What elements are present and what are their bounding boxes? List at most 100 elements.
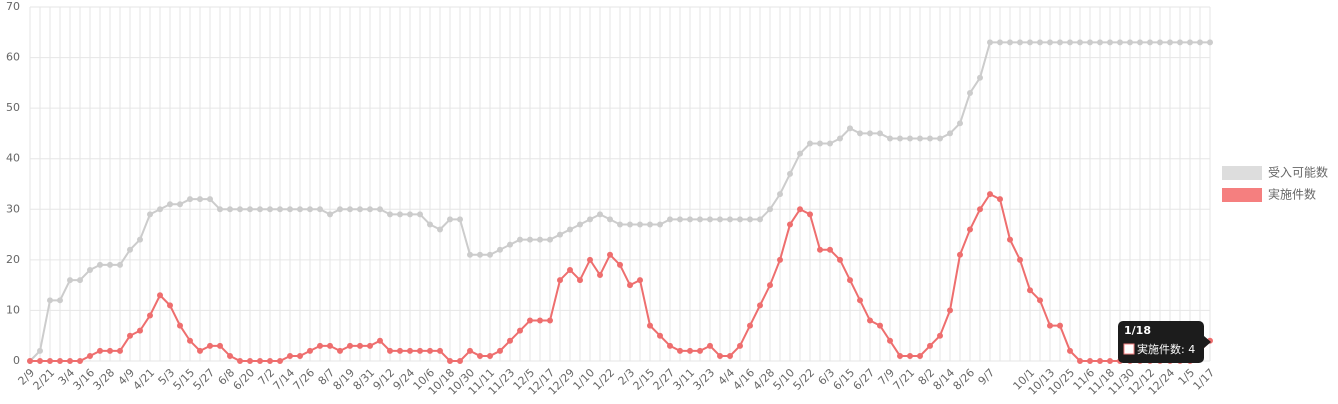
point bbox=[197, 196, 203, 203]
point bbox=[597, 211, 603, 218]
point bbox=[397, 347, 403, 354]
y-tick-label: 30 bbox=[6, 202, 20, 215]
point bbox=[347, 342, 353, 349]
point bbox=[797, 206, 803, 213]
point bbox=[757, 216, 763, 223]
point bbox=[957, 120, 963, 127]
point bbox=[977, 74, 983, 81]
x-tick-label: 5/15 bbox=[171, 366, 198, 393]
x-tick-label: 5/22 bbox=[791, 366, 818, 393]
point bbox=[917, 135, 923, 142]
point bbox=[1147, 39, 1153, 46]
point bbox=[87, 352, 93, 359]
point bbox=[407, 211, 413, 218]
x-tick-label: 3/11 bbox=[671, 366, 698, 393]
x-tick-label: 1/22 bbox=[591, 366, 618, 393]
point bbox=[867, 317, 873, 324]
point bbox=[297, 206, 303, 213]
point bbox=[607, 216, 613, 223]
point bbox=[727, 216, 733, 223]
point bbox=[947, 130, 953, 137]
point bbox=[1057, 39, 1063, 46]
point bbox=[987, 191, 993, 198]
point bbox=[107, 347, 113, 354]
point bbox=[647, 221, 653, 228]
point bbox=[1197, 39, 1203, 46]
point bbox=[1107, 358, 1113, 364]
point bbox=[197, 347, 203, 354]
x-tick-label: 9/24 bbox=[391, 366, 418, 393]
point bbox=[187, 337, 193, 344]
point bbox=[937, 135, 943, 142]
tooltip-text: 実施件数: 4 bbox=[1137, 342, 1195, 356]
y-tick-label: 20 bbox=[6, 253, 20, 266]
point bbox=[807, 140, 813, 147]
point bbox=[1017, 39, 1023, 46]
x-tick-label: 2/15 bbox=[631, 366, 658, 393]
point bbox=[87, 266, 93, 273]
x-tick-label: 3/28 bbox=[91, 366, 118, 393]
point bbox=[117, 261, 123, 268]
point bbox=[817, 246, 823, 253]
point bbox=[287, 206, 293, 213]
point bbox=[1177, 39, 1183, 46]
point bbox=[717, 216, 723, 223]
point bbox=[287, 352, 293, 359]
point bbox=[237, 206, 243, 213]
point bbox=[437, 347, 443, 354]
point bbox=[167, 201, 173, 208]
point bbox=[267, 358, 273, 364]
x-tick-label: 9/7 bbox=[976, 366, 998, 388]
point bbox=[77, 277, 83, 284]
legend-label: 実施件数 bbox=[1268, 187, 1316, 202]
point bbox=[187, 196, 193, 203]
point bbox=[1077, 358, 1083, 364]
point bbox=[847, 125, 853, 132]
point bbox=[37, 347, 43, 354]
point bbox=[657, 221, 663, 228]
point bbox=[457, 358, 463, 364]
point bbox=[747, 322, 753, 329]
point bbox=[257, 206, 263, 213]
point bbox=[1087, 39, 1093, 46]
point bbox=[747, 216, 753, 223]
point bbox=[757, 302, 763, 309]
point bbox=[447, 358, 453, 364]
point bbox=[247, 206, 253, 213]
point bbox=[417, 347, 423, 354]
point bbox=[867, 130, 873, 137]
point bbox=[527, 317, 533, 324]
x-tick-label: 8/19 bbox=[331, 366, 358, 393]
point bbox=[57, 358, 63, 364]
legend-label: 受入可能数 bbox=[1268, 165, 1328, 180]
point bbox=[97, 261, 103, 268]
tooltip: 1/18 実施件数: 4 bbox=[1118, 321, 1211, 363]
point bbox=[507, 337, 513, 344]
point bbox=[887, 337, 893, 344]
point bbox=[1017, 256, 1023, 263]
point bbox=[997, 196, 1003, 203]
grid bbox=[29, 6, 1211, 362]
point bbox=[487, 352, 493, 359]
x-tick-label: 7/14 bbox=[271, 366, 298, 393]
tooltip-title: 1/18 bbox=[1124, 324, 1151, 337]
point bbox=[607, 251, 613, 258]
x-tick-label: 8/31 bbox=[351, 366, 378, 393]
x-tick-label: 4/16 bbox=[731, 366, 758, 393]
point bbox=[417, 211, 423, 218]
point bbox=[167, 302, 173, 309]
point bbox=[137, 236, 143, 243]
point bbox=[597, 272, 603, 279]
point bbox=[1007, 236, 1013, 243]
point bbox=[437, 226, 443, 233]
x-tick-label: 5/27 bbox=[191, 366, 218, 393]
point bbox=[837, 135, 843, 142]
y-tick-label: 0 bbox=[13, 354, 20, 367]
point bbox=[37, 358, 43, 364]
point bbox=[367, 206, 373, 213]
point bbox=[427, 347, 433, 354]
point bbox=[677, 216, 683, 223]
point bbox=[357, 206, 363, 213]
point bbox=[837, 256, 843, 263]
